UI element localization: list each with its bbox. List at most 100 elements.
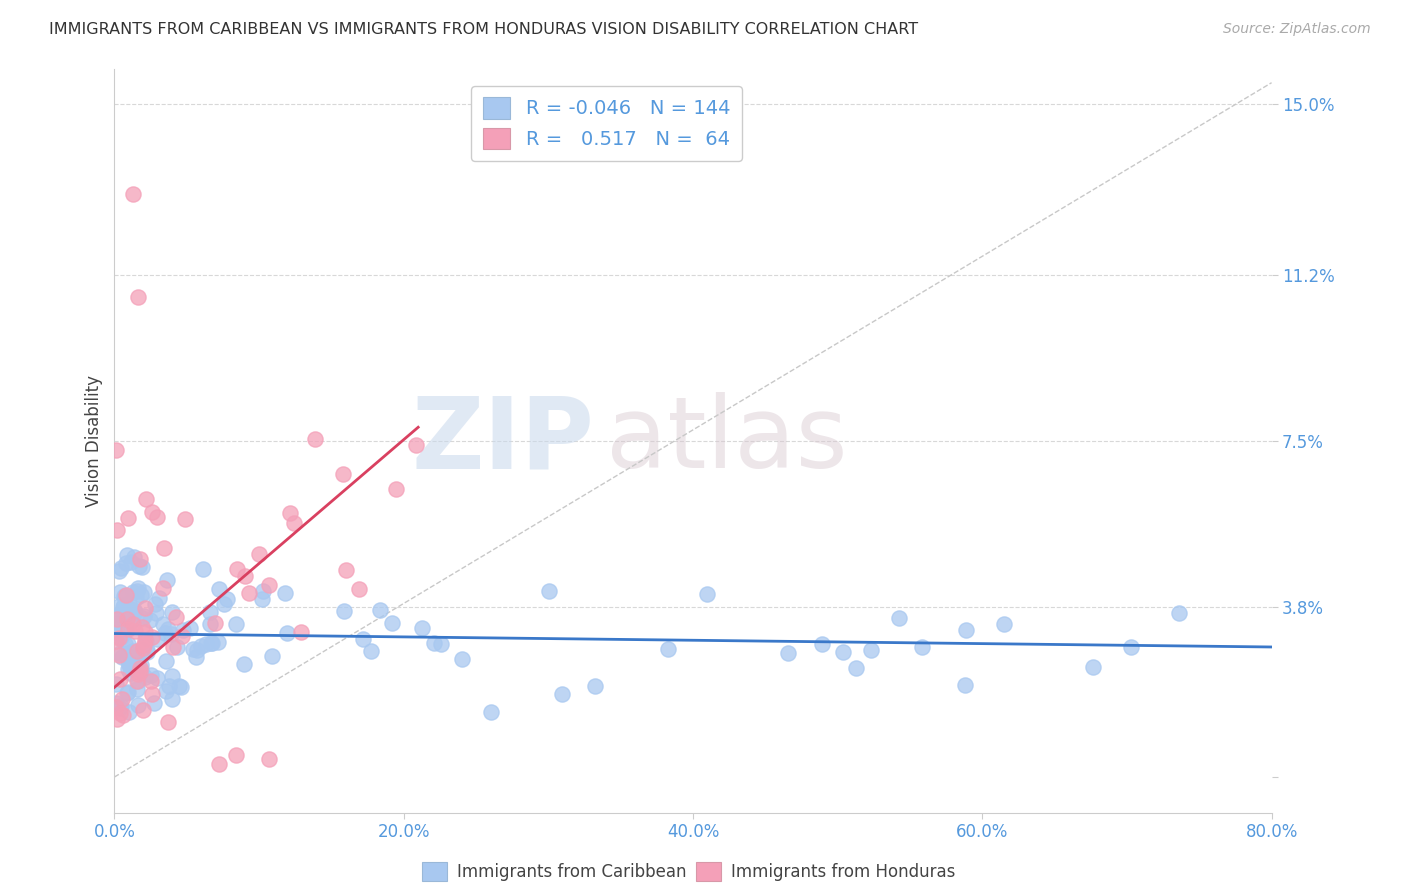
- Point: [118, 658, 141, 673]
- Point: [105, 524, 128, 538]
- Point: [200, 635, 222, 649]
- Point: [274, 585, 297, 599]
- Point: [127, 644, 149, 658]
- Point: [368, 603, 391, 617]
- Point: [105, 677, 128, 691]
- Point: [128, 559, 150, 574]
- Point: [115, 588, 138, 602]
- Point: [166, 640, 188, 654]
- Point: [118, 602, 141, 616]
- Point: [238, 586, 260, 600]
- Point: [108, 673, 131, 687]
- Point: [108, 585, 131, 599]
- Point: [122, 653, 145, 667]
- Point: [132, 641, 155, 656]
- Point: [162, 668, 184, 682]
- Point: [117, 686, 139, 700]
- Point: [162, 640, 184, 654]
- Point: [184, 649, 207, 664]
- Point: [148, 591, 170, 605]
- Point: [153, 625, 176, 640]
- Point: [104, 697, 127, 711]
- Point: [583, 679, 606, 693]
- Point: [127, 667, 149, 681]
- Point: [127, 290, 149, 304]
- Point: [124, 605, 146, 619]
- Point: [657, 641, 679, 656]
- Point: [215, 591, 238, 606]
- Point: [132, 638, 155, 652]
- Point: [132, 703, 155, 717]
- Point: [121, 585, 143, 599]
- Point: [105, 622, 128, 636]
- Point: [190, 640, 212, 654]
- Point: [157, 622, 180, 636]
- Point: [118, 666, 141, 681]
- Text: Immigrants from Honduras: Immigrants from Honduras: [731, 863, 956, 881]
- Point: [125, 583, 148, 598]
- Point: [155, 573, 177, 587]
- Point: [538, 584, 561, 599]
- Point: [208, 582, 231, 596]
- Point: [179, 621, 201, 635]
- Point: [141, 686, 163, 700]
- Point: [252, 584, 274, 599]
- Point: [110, 699, 132, 714]
- Point: [450, 652, 472, 666]
- Point: [141, 630, 163, 644]
- Point: [911, 640, 934, 654]
- Point: [117, 705, 139, 719]
- Point: [122, 602, 145, 616]
- Point: [696, 587, 718, 601]
- Point: [155, 684, 177, 698]
- Point: [332, 467, 354, 481]
- Point: [152, 541, 174, 555]
- Text: IMMIGRANTS FROM CARIBBEAN VS IMMIGRANTS FROM HONDURAS VISION DISABILITY CORRELAT: IMMIGRANTS FROM CARIBBEAN VS IMMIGRANTS …: [49, 22, 918, 37]
- Point: [111, 691, 134, 706]
- Point: [201, 636, 224, 650]
- Point: [160, 691, 183, 706]
- Point: [551, 687, 574, 701]
- Point: [118, 657, 141, 672]
- Point: [139, 668, 162, 682]
- Point: [128, 552, 150, 566]
- Text: Source: ZipAtlas.com: Source: ZipAtlas.com: [1223, 22, 1371, 37]
- Point: [129, 588, 152, 602]
- Point: [125, 681, 148, 696]
- Point: [152, 616, 174, 631]
- Point: [104, 615, 127, 630]
- Point: [411, 621, 433, 635]
- Point: [204, 615, 226, 630]
- Point: [156, 715, 179, 730]
- Point: [117, 662, 139, 676]
- Point: [120, 647, 142, 661]
- Point: [125, 649, 148, 664]
- Point: [135, 491, 157, 506]
- Point: [955, 624, 977, 638]
- Point: [831, 645, 853, 659]
- Point: [122, 187, 145, 202]
- Point: [112, 612, 135, 626]
- Point: [107, 612, 129, 626]
- Point: [141, 505, 163, 519]
- Point: [107, 630, 129, 644]
- Point: [1167, 607, 1189, 621]
- Point: [118, 597, 141, 611]
- Point: [124, 624, 146, 639]
- Point: [117, 646, 139, 660]
- Point: [108, 632, 131, 646]
- Point: [139, 613, 162, 627]
- Text: atlas: atlas: [606, 392, 848, 489]
- Point: [778, 646, 800, 660]
- Point: [127, 656, 149, 670]
- Point: [127, 673, 149, 688]
- Point: [134, 601, 156, 615]
- Point: [127, 581, 149, 595]
- Point: [142, 696, 165, 710]
- Point: [859, 642, 882, 657]
- Point: [111, 650, 134, 665]
- Point: [115, 556, 138, 570]
- Point: [135, 645, 157, 659]
- Point: [146, 671, 169, 685]
- Point: [259, 578, 281, 592]
